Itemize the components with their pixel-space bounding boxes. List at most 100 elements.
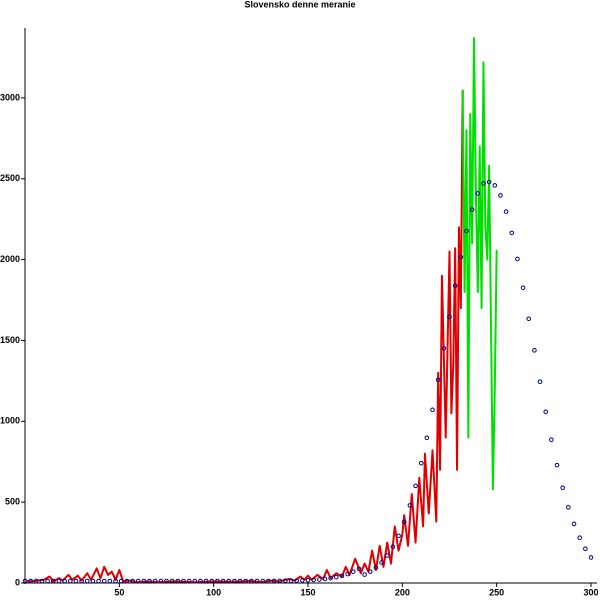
- model-point: [560, 485, 566, 491]
- model-point: [141, 578, 147, 584]
- chart-title: Slovensko denne meranie: [244, 0, 355, 9]
- model-point: [458, 254, 464, 260]
- x-tick-label: 150: [300, 587, 315, 597]
- model-point: [215, 578, 220, 584]
- model-point: [384, 553, 390, 558]
- model-point: [39, 578, 45, 584]
- model-point: [169, 578, 175, 584]
- model-point: [254, 578, 260, 584]
- model-point: [124, 578, 130, 584]
- model-point: [543, 409, 549, 415]
- model-point: [34, 578, 39, 584]
- data-line: [461, 37, 498, 491]
- model-point: [520, 285, 526, 291]
- model-point: [526, 316, 532, 322]
- x-tick-label: 200: [395, 587, 410, 597]
- x-tick-label: 250: [489, 587, 504, 597]
- model-point: [232, 578, 237, 584]
- model-point: [67, 578, 73, 584]
- model-point: [135, 578, 141, 584]
- model-point: [577, 535, 582, 541]
- model-point: [345, 571, 350, 577]
- model-point: [164, 578, 169, 584]
- model-point: [492, 183, 498, 188]
- model-point: [107, 578, 113, 584]
- model-point: [424, 435, 430, 441]
- model-point: [249, 578, 254, 584]
- model-point: [175, 578, 181, 584]
- x-tick-label: 50: [114, 587, 124, 597]
- data-line: [26, 89, 464, 584]
- y-tick-label: 2000: [0, 254, 20, 264]
- model-point: [73, 578, 79, 584]
- model-point: [158, 578, 164, 584]
- model-point: [277, 578, 283, 584]
- model-point: [498, 193, 503, 198]
- model-point: [537, 379, 543, 384]
- model-point: [322, 576, 328, 582]
- model-point: [554, 462, 560, 468]
- model-point: [430, 407, 435, 413]
- model-point: [441, 346, 447, 351]
- model-point: [288, 578, 294, 584]
- model-point: [486, 179, 492, 185]
- model-point: [271, 578, 277, 584]
- model-point: [435, 377, 441, 383]
- model-point: [152, 578, 158, 584]
- model-point: [373, 565, 379, 570]
- model-point: [515, 256, 520, 262]
- model-point: [226, 578, 232, 584]
- model-point: [28, 578, 33, 584]
- model-point: [588, 555, 594, 560]
- model-point: [311, 577, 316, 583]
- model-point: [481, 181, 486, 186]
- model-point: [407, 503, 413, 508]
- model-point: [583, 546, 588, 552]
- model-point: [390, 544, 396, 550]
- y-tick-label: 2500: [0, 173, 20, 183]
- model-point: [45, 578, 50, 584]
- model-point: [266, 578, 271, 584]
- model-point: [396, 533, 401, 539]
- model-point: [447, 314, 452, 320]
- model-point: [209, 578, 215, 584]
- model-point: [130, 578, 135, 584]
- model-point: [300, 578, 305, 583]
- model-point: [509, 230, 515, 236]
- model-point: [283, 578, 288, 584]
- model-point: [367, 569, 373, 574]
- model-point: [305, 577, 311, 583]
- model-point: [90, 578, 96, 584]
- model-point: [379, 560, 384, 565]
- model-point: [147, 578, 152, 584]
- model-point: [452, 283, 458, 289]
- model-point: [418, 460, 424, 466]
- y-tick-label: 1500: [0, 335, 20, 345]
- model-point: [96, 578, 101, 584]
- model-point: [237, 578, 243, 584]
- model-point: [22, 578, 28, 584]
- model-point: [532, 348, 537, 353]
- model-point: [339, 573, 345, 579]
- y-tick-label: 0: [15, 577, 20, 587]
- model-point: [220, 578, 226, 584]
- y-tick-label: 3000: [0, 92, 20, 102]
- model-point: [198, 578, 203, 584]
- model-point: [51, 578, 56, 584]
- y-tick-label: 500: [5, 497, 20, 507]
- model-point: [186, 578, 192, 584]
- model-point: [413, 483, 418, 489]
- model-point: [334, 574, 339, 580]
- model-point: [475, 191, 481, 196]
- model-point: [113, 578, 118, 584]
- model-point: [571, 521, 577, 527]
- model-point: [464, 228, 469, 234]
- model-point: [243, 578, 249, 584]
- model-point: [401, 519, 407, 525]
- model-point: [469, 207, 475, 212]
- y-tick-label: 1000: [0, 416, 20, 426]
- model-point: [56, 578, 62, 584]
- model-point: [203, 578, 209, 584]
- x-tick-label: 300: [583, 587, 598, 597]
